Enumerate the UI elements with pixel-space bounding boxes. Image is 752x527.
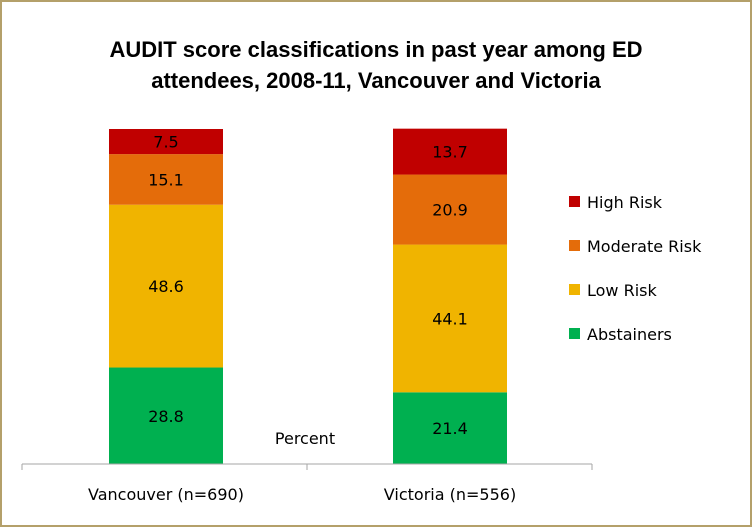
data-label-high-risk-2: 13.7	[432, 143, 468, 162]
legend: High Risk Moderate Risk Low Risk Abstainers	[569, 193, 702, 344]
legend-label-abstainers: Abstainers	[587, 325, 672, 344]
legend-swatch-low-risk	[569, 284, 580, 295]
data-label-low-risk-2: 44.1	[432, 309, 468, 328]
data-label-moderate-risk-2: 20.9	[432, 201, 468, 220]
data-label-high-risk-1: 7.5	[153, 133, 178, 152]
legend-label-high-risk: High Risk	[587, 193, 663, 212]
legend-swatch-abstainers	[569, 328, 580, 339]
category-label-1: Vancouver (n=690)	[88, 485, 244, 504]
data-label-abstainers-2: 21.4	[432, 419, 468, 438]
data-label-moderate-risk-1: 15.1	[148, 170, 184, 189]
legend-swatch-moderate-risk	[569, 240, 580, 251]
x-axis: Vancouver (n=690) Victoria (n=556)	[22, 464, 592, 504]
category-label-2: Victoria (n=556)	[384, 485, 516, 504]
bar-group: 28.8 48.6 15.1 7.5 21.4 44.1 20.9 13.7	[109, 129, 507, 464]
data-label-abstainers-1: 28.8	[148, 407, 184, 426]
legend-swatch-high-risk	[569, 196, 580, 207]
legend-label-moderate-risk: Moderate Risk	[587, 237, 702, 256]
legend-label-low-risk: Low Risk	[587, 281, 657, 300]
data-label-low-risk-1: 48.6	[148, 277, 184, 296]
y-axis-label: Percent	[275, 429, 335, 448]
